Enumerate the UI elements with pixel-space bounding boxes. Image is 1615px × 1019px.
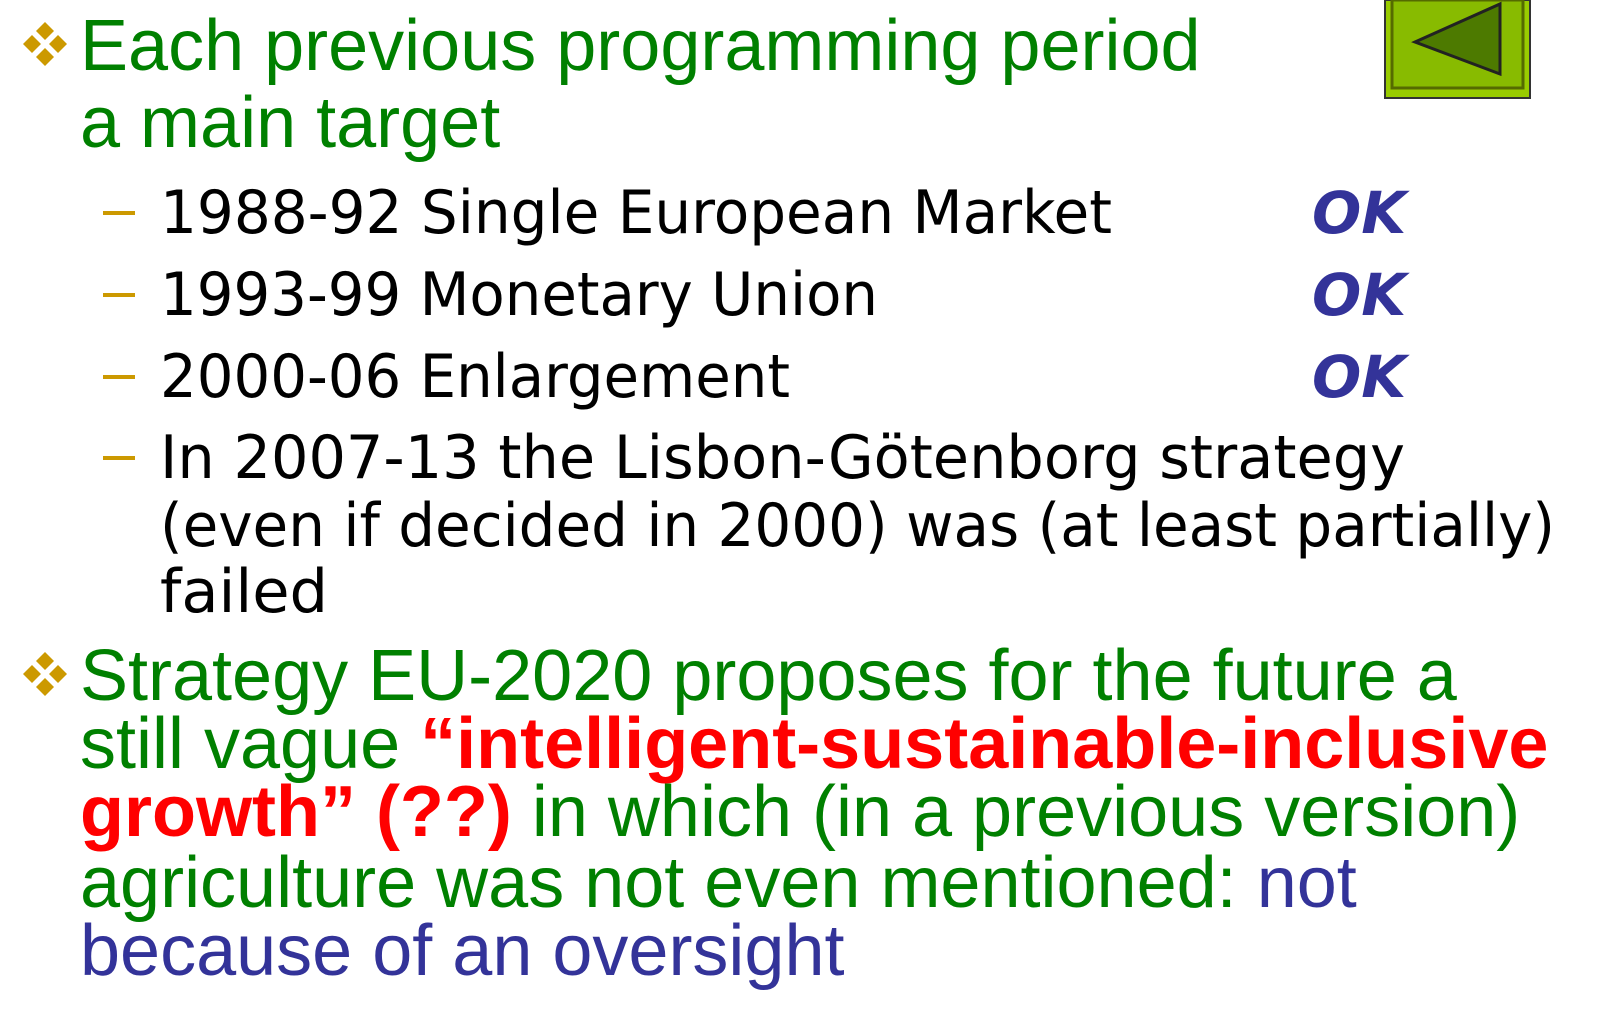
bullet-text: growth” (??) in which (in a previous ver… [80,772,1520,852]
sub-item-text: failed [160,557,328,627]
bullet-text: a main target [80,83,500,163]
text-segment: because of an oversight [80,911,845,991]
bullet-diamond [36,678,54,696]
bullet-diamond [49,665,67,683]
text-segment: still vague [80,704,420,784]
bullet-diamond [36,652,54,670]
sub-dash [103,456,135,460]
sub-item-text: 1988-92 Single European Market [160,178,1112,248]
sub-item-text: 1993-99 Monetary Union [160,260,878,330]
sub-item-text: In 2007-13 the Lisbon-Götenborg strategy [160,423,1405,493]
sub-item-text: 2000-06 Enlargement [160,342,790,412]
bullet-text: Strategy EU-2020 proposes for the future… [80,636,1458,716]
text-segment: Each previous programming period [80,6,1201,86]
sub-item-text: (even if decided in 2000) was (at least … [160,491,1555,561]
text-segment: “intelligent-sustainable-inclusive [420,704,1548,784]
bullet-icon [23,652,67,696]
bullet-diamond [36,48,54,66]
text-segment: growth” (??) [80,772,512,852]
text-segment: Strategy EU-2020 proposes for the future… [80,636,1458,716]
bullet-text: still vague “intelligent-sustainable-inc… [80,704,1548,784]
bullet-icon [23,22,67,66]
bullet-diamond [36,22,54,40]
sub-dash [103,211,135,215]
status-label: OK [1312,261,1410,329]
text-segment: agriculture was not even mentioned: [80,843,1257,923]
text-segment: in which (in a previous version) [512,772,1520,852]
sub-dash [103,293,135,297]
text-segment: not [1257,843,1357,923]
status-label: OK [1312,179,1410,247]
bullet-text: because of an oversight [80,911,845,991]
nav-back-button[interactable] [1384,0,1531,99]
bullet-diamond [23,35,41,53]
bullet-text: Each previous programming period [80,6,1201,86]
status-label: OK [1312,343,1410,411]
text-segment: a main target [80,83,500,163]
bullet-diamond [23,665,41,683]
sub-dash [103,375,135,379]
bullet-diamond [49,35,67,53]
bullet-text: agriculture was not even mentioned: not [80,843,1357,923]
